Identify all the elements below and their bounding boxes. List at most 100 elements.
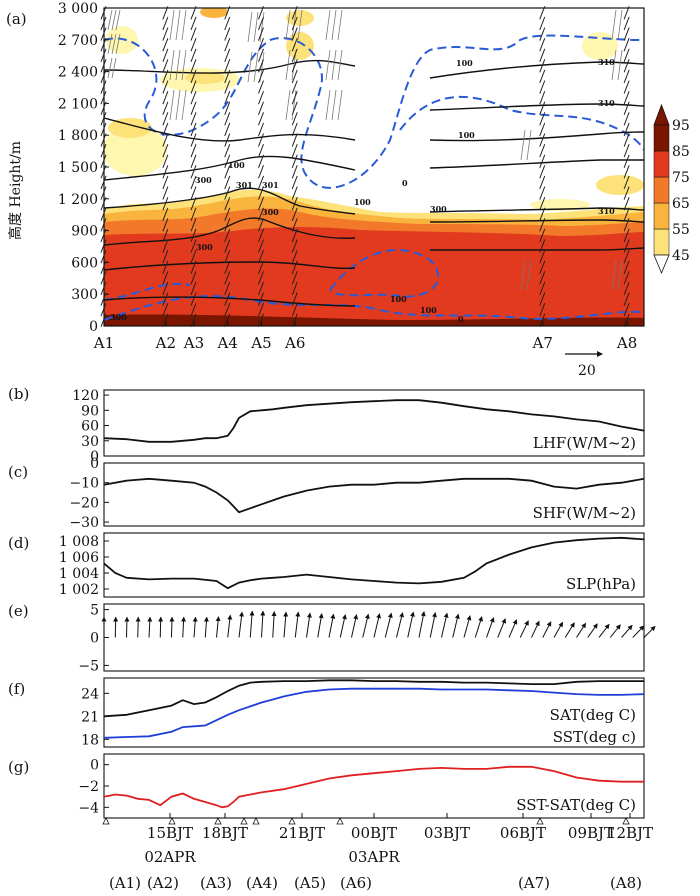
contour-label: 300	[110, 312, 127, 322]
station-bottom-label: (A1)	[109, 874, 141, 892]
station-bottom-label: (A6)	[340, 874, 372, 892]
wind-vector	[224, 80, 231, 94]
colorbar-segment	[653, 176, 670, 204]
wind-vector	[224, 6, 231, 20]
wind-vector	[258, 165, 264, 179]
wind-vector	[224, 196, 231, 211]
station-bottom-label: (A3)	[200, 874, 232, 892]
wind-vector	[100, 6, 107, 20]
wind-vector	[291, 48, 298, 62]
wind-vector	[291, 6, 298, 20]
wind-vector	[162, 69, 169, 84]
wind-vector	[291, 16, 298, 31]
panel-e: (e) 5 0 −5	[8, 602, 656, 674]
wind-vector	[623, 281, 630, 296]
wind-arrow	[339, 614, 347, 638]
wind-vector	[224, 271, 231, 285]
colorbar-top-arrow	[653, 103, 670, 126]
panel-frame	[103, 462, 645, 527]
wind-arrow	[542, 621, 552, 638]
wind-vector	[539, 302, 546, 317]
wind-vector	[539, 59, 546, 73]
wind-arrow	[508, 619, 518, 638]
wind-vector	[258, 80, 264, 94]
wind-arrow	[113, 616, 119, 638]
wind-vector	[224, 122, 231, 137]
wind-vector	[100, 133, 107, 147]
time-tick-label: 15BJT	[147, 824, 193, 842]
wind-vector	[291, 69, 298, 84]
series-line	[103, 765, 644, 809]
wind-vector	[623, 101, 630, 115]
wind-arrow	[283, 611, 289, 638]
wind-vector	[190, 6, 197, 20]
wind-vector	[258, 16, 264, 31]
date-label: 02APR	[144, 848, 196, 866]
wind-vector	[258, 69, 264, 84]
wind-vector	[224, 90, 231, 105]
a-ytick-label: 1 200	[58, 192, 98, 208]
vector-scale-label: 20	[578, 363, 596, 379]
station-bottom-label: (A8)	[610, 874, 642, 892]
a-ytick-label: 1 800	[58, 128, 98, 144]
wind-vector	[539, 154, 546, 168]
contour-label: 301	[236, 180, 253, 190]
wind-vector	[224, 302, 231, 317]
contour-label: 0	[458, 314, 464, 324]
a-ytick-label: 2 100	[58, 96, 98, 112]
contour-label: 310	[598, 206, 615, 216]
wind-vector	[539, 175, 546, 190]
wind-vector	[539, 69, 546, 84]
panel-g: (g) 0 −2 −4 SST-SAT(deg C)	[8, 753, 645, 819]
ytick-label: 21	[81, 709, 99, 725]
wind-vector	[224, 260, 231, 274]
wind-vector	[291, 101, 298, 115]
wind-arrow	[598, 623, 610, 638]
wind-vector	[224, 101, 231, 115]
station-label: A7	[532, 334, 553, 352]
wind-arrow	[463, 615, 472, 638]
station-marker	[240, 817, 248, 825]
a-ytick-label: 0	[89, 319, 98, 335]
wind-vector	[623, 302, 630, 317]
panel-frame	[103, 389, 645, 457]
station-label: A1	[93, 334, 114, 352]
wind-vector	[623, 260, 630, 274]
wind-vector	[224, 154, 231, 168]
station-marker	[536, 817, 544, 825]
wind-vector	[162, 260, 169, 274]
ytick-label: 1 008	[59, 534, 99, 550]
wind-arrow	[621, 624, 633, 638]
station-marker	[622, 817, 630, 825]
contour-label: 100	[456, 58, 473, 68]
wind-vector	[100, 69, 107, 84]
wind-vector	[258, 228, 264, 243]
wind-arrow	[418, 611, 426, 638]
wind-vector	[162, 154, 169, 168]
ytick-label: 30	[81, 434, 99, 450]
wind-vector	[258, 239, 264, 253]
ytick-label: 1 002	[59, 582, 99, 598]
wind-vector	[258, 196, 264, 211]
wind-arrow	[147, 616, 153, 638]
ytick-label: −10	[69, 476, 99, 492]
wind-vector	[539, 27, 546, 41]
colorbar-label: 55	[672, 222, 690, 238]
station-label: A8	[616, 334, 637, 352]
series-line	[103, 399, 645, 443]
wind-vector	[100, 101, 107, 115]
wind-vector	[224, 27, 231, 41]
wind-vector	[224, 16, 231, 31]
a-ytick-label: 600	[71, 255, 98, 271]
time-tick-label: 21BJT	[279, 824, 325, 842]
series-label: SST-SAT(deg C)	[516, 796, 636, 814]
time-tick-label: 03BJT	[424, 824, 470, 842]
wind-vector	[291, 90, 298, 105]
wind-vector	[291, 218, 298, 232]
wind-vector	[100, 27, 107, 41]
station-label: A6	[284, 334, 305, 352]
series-line	[103, 536, 645, 590]
panel-f: (f) 18 21 24 SAT(deg C) SST(deg c)	[8, 677, 645, 748]
wind-vector	[623, 175, 630, 190]
